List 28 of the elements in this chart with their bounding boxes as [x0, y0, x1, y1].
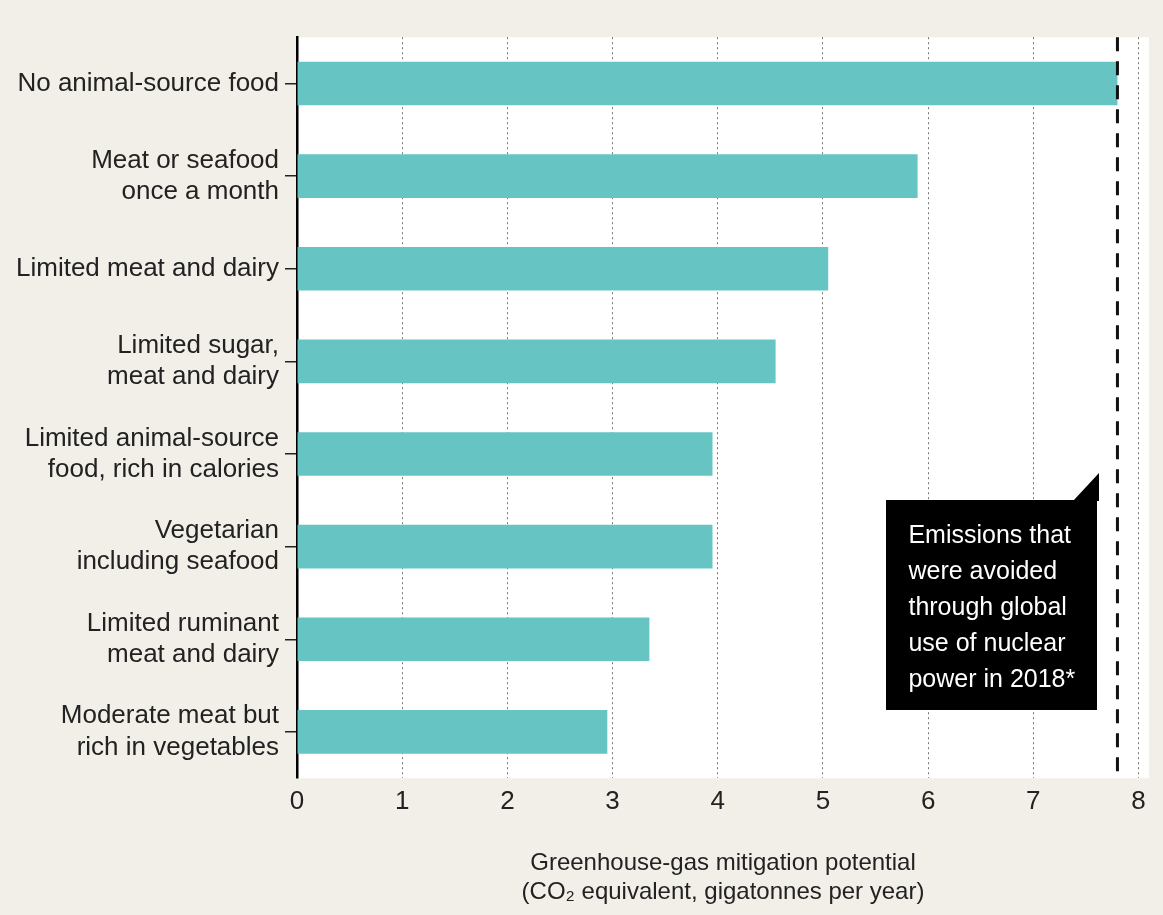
bar [297, 61, 1118, 106]
x-tick-label: 1 [394, 784, 410, 815]
y-tick-label: Moderate meat but rich in vegetables [60, 699, 280, 761]
y-tick-label: Limited sugar, meat and dairy [107, 328, 280, 391]
y-tick-label: Limited ruminant meat and dairy [86, 606, 280, 669]
x-tick-label: 8 [1131, 784, 1146, 815]
x-tick-label: 6 [920, 784, 936, 815]
bar [297, 524, 713, 569]
callout-box: Emissions that were avoided through global use of nuclear power in 2018* [886, 500, 1098, 711]
y-tick-label: Limited meat and dairy [15, 251, 280, 282]
x-tick-label: 2 [500, 784, 515, 815]
bar [297, 339, 776, 384]
bar [297, 432, 713, 476]
x-axis-title: Greenhouse-gas mitigation potential (CO₂ equivalent, gigatonnes per year) [521, 848, 925, 905]
y-tick-label: Vegetarian including seafood [76, 514, 280, 576]
x-tick-label: 4 [710, 784, 725, 815]
x-tick-label: 3 [605, 784, 620, 815]
y-tick-label: Meat or seafood once a month [91, 143, 280, 205]
y-tick-label: Limited animal-source food, rich in calories [24, 421, 280, 483]
x-tick-label: 7 [1026, 784, 1041, 815]
y-tick-label: No animal-source food [17, 66, 280, 97]
bar [297, 154, 918, 198]
bar [297, 710, 608, 754]
x-tick-label: 5 [815, 784, 831, 815]
x-tick-label: 0 [289, 784, 305, 815]
bar [297, 247, 829, 291]
bar [297, 617, 650, 662]
ref-line-label: Emissions that were avoided through global use of nuclear power in 2018* [908, 519, 1076, 695]
